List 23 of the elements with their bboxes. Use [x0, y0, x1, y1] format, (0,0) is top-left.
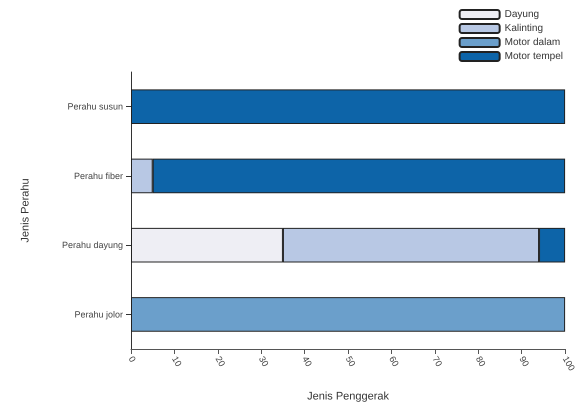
legend-label: Dayung	[504, 9, 540, 20]
x-tick-label: 10	[170, 354, 184, 368]
bar	[131, 297, 566, 332]
x-tick-label: 60	[387, 354, 401, 368]
x-tick-label: 70	[430, 354, 444, 368]
y-tick-label: Perahu fiber	[74, 170, 123, 181]
y-tick-label: Perahu dayung	[62, 240, 123, 250]
legend-label: Kalinting	[504, 23, 544, 34]
x-tick-label: 0	[126, 354, 138, 364]
x-tick-label: 20	[213, 354, 228, 368]
x-tick-label: 90	[517, 354, 532, 368]
x-tick-label: 80	[474, 354, 488, 368]
legend-label: Motor tempel	[504, 51, 564, 62]
y-tick-label: Perahu susun	[67, 102, 123, 112]
x-tick-label: 40	[300, 354, 314, 368]
y-tick-label: Perahu jolor	[74, 309, 123, 320]
x-tick-label: 50	[344, 354, 358, 368]
legend-label: Motor dalam	[504, 37, 560, 48]
x-axis-title: Jenis Penggerak	[307, 390, 390, 402]
x-tick-label: 100	[560, 354, 577, 372]
bar	[131, 89, 566, 124]
x-tick-label: 30	[256, 354, 271, 368]
y-axis-title: Jenis Perahu	[20, 178, 32, 243]
